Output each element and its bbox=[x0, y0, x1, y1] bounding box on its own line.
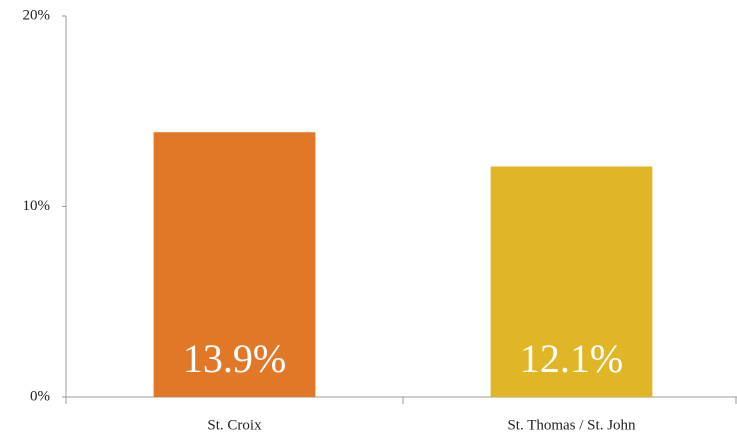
x-tick-label: St. Thomas / St. John bbox=[507, 417, 636, 433]
y-tick-label: 0% bbox=[30, 388, 50, 404]
data-label: 13.9% bbox=[183, 336, 286, 381]
x-tick-label: St. Croix bbox=[207, 417, 262, 433]
y-tick-label: 20% bbox=[23, 7, 51, 23]
data-label: 12.1% bbox=[520, 336, 623, 381]
bar bbox=[153, 132, 316, 397]
y-tick-label: 10% bbox=[23, 198, 51, 214]
bar bbox=[490, 166, 653, 397]
